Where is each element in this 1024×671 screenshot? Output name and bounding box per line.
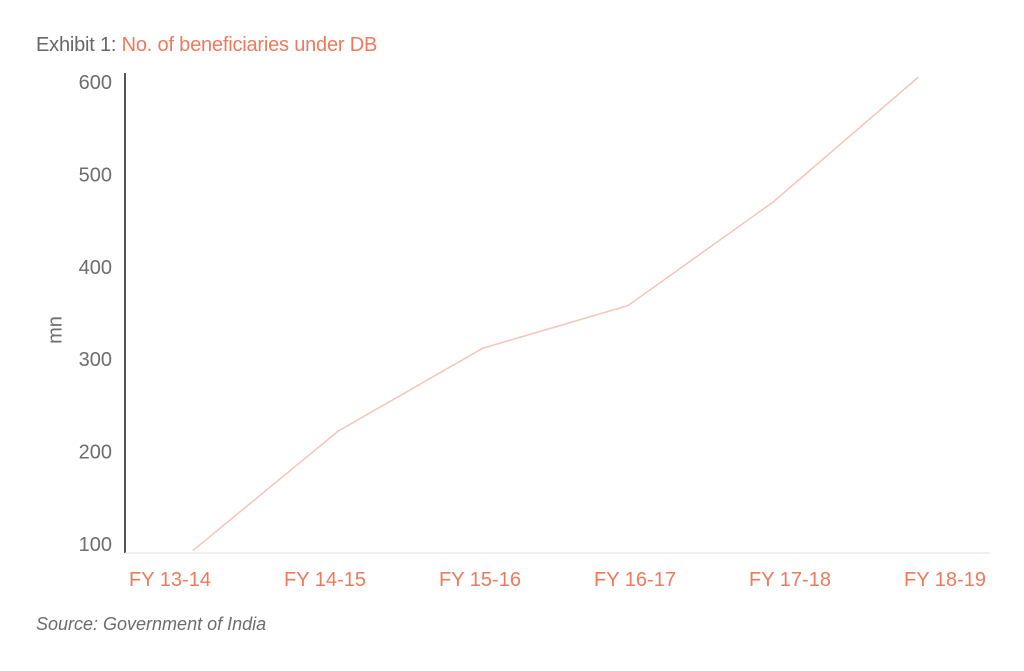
chart-title-text: No. of beneficiaries under DB (121, 34, 378, 56)
y-tick-label: 100 (79, 534, 112, 556)
series-line (192, 76, 919, 552)
series-group (192, 76, 919, 552)
x-axis-ticks: FY 13-14 FY 14-15 FY 15-16 FY 16-17 FY 17-18… (129, 569, 986, 591)
x-tick-label: FY 15-16 (439, 569, 521, 591)
y-tick-label: 200 (79, 442, 112, 464)
source-note: Source: Government of India (36, 614, 267, 634)
y-tick-label: 400 (79, 257, 112, 279)
chart-title: Exhibit 1: No. of beneficiaries under DB (36, 34, 377, 57)
x-tick-label: FY 14-15 (284, 569, 366, 591)
y-axis-ticks: 100 200 300 400 500 600 (79, 72, 112, 556)
y-tick-label: 500 (79, 164, 112, 186)
x-tick-label: FY 17-18 (749, 569, 831, 591)
x-tick-label: FY 18-19 (904, 569, 986, 591)
exhibit-label: Exhibit 1: (36, 34, 117, 56)
y-tick-label: 300 (79, 349, 112, 371)
y-tick-label: 600 (79, 72, 112, 94)
x-tick-label: FY 13-14 (129, 569, 211, 591)
y-axis-label: mn (44, 316, 66, 344)
x-tick-label: FY 16-17 (594, 569, 676, 591)
